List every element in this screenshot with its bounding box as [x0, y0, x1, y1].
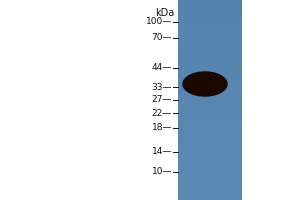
Bar	[178, 20, 242, 40]
Bar	[178, 140, 242, 160]
Polygon shape	[183, 72, 227, 96]
Text: 18—: 18—	[152, 123, 172, 132]
Bar	[178, 100, 242, 120]
Text: 14—: 14—	[152, 148, 172, 156]
Bar	[178, 60, 242, 80]
Bar	[178, 80, 242, 100]
Text: 70—: 70—	[152, 33, 172, 43]
Text: 100—: 100—	[146, 18, 172, 26]
Bar	[178, 160, 242, 180]
Text: 27—: 27—	[152, 96, 172, 104]
Text: 33—: 33—	[152, 82, 172, 92]
Bar	[178, 0, 242, 200]
Bar	[178, 180, 242, 200]
Text: 44—: 44—	[152, 64, 172, 72]
Text: kDa: kDa	[155, 8, 174, 18]
Bar	[178, 120, 242, 140]
Bar	[178, 40, 242, 60]
Text: 22—: 22—	[152, 108, 172, 117]
Bar	[178, 0, 242, 20]
Text: 10—: 10—	[152, 168, 172, 176]
